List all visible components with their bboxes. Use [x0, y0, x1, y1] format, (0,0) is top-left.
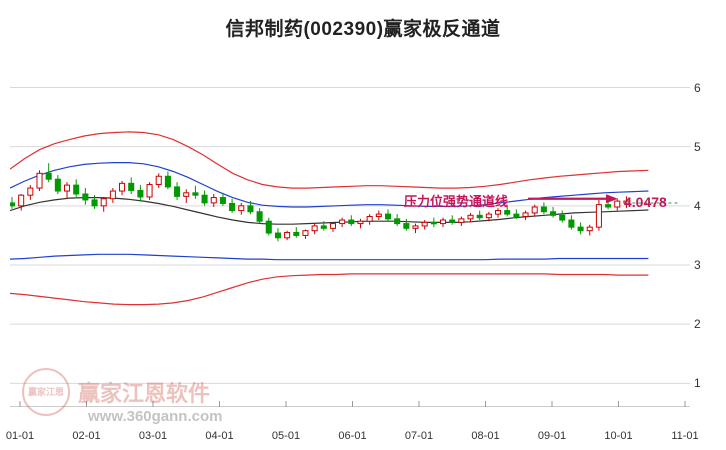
candlestick [10, 196, 16, 209]
candlestick [109, 188, 116, 203]
candlestick [348, 215, 355, 226]
candlestick [476, 210, 483, 221]
candlestick [357, 218, 364, 229]
candlestick [329, 222, 336, 232]
candlestick [45, 163, 52, 183]
x-tick-label: 01-01 [5, 430, 35, 442]
candlestick [82, 188, 89, 205]
annotation-arrow [528, 194, 618, 204]
candlestick [229, 198, 236, 213]
candlestick [540, 202, 547, 215]
candlestick [146, 182, 153, 200]
y-tick-label: 1 [694, 376, 701, 391]
candlestick [403, 218, 410, 231]
x-tick-label: 08-01 [471, 430, 500, 442]
y-tick-label: 6 [694, 80, 701, 95]
candlestick [485, 211, 492, 222]
candlestick [366, 214, 373, 225]
band-line [10, 131, 649, 189]
candlestick [375, 210, 382, 221]
candlestick [192, 185, 199, 199]
candlestick [174, 182, 181, 200]
x-tick-label: 03-01 [138, 430, 168, 442]
candlestick [412, 223, 419, 234]
candlestick [421, 220, 428, 230]
candlestick [394, 214, 401, 226]
candlestick [550, 207, 557, 218]
band-line [10, 253, 649, 261]
y-tick-label: 2 [694, 317, 701, 332]
candlestick [155, 173, 162, 189]
candlestick [467, 212, 474, 223]
candlestick [201, 190, 208, 206]
candlestick [64, 182, 71, 199]
candlestick [91, 195, 98, 209]
candlestick [183, 189, 190, 203]
candlestick [577, 222, 584, 235]
candlestick [339, 217, 346, 228]
candlestick [247, 201, 254, 215]
x-tick-label: 10-01 [604, 430, 633, 442]
candlestick [495, 208, 502, 218]
candlestick [274, 228, 281, 242]
candlestick [100, 196, 107, 212]
candlestick [128, 177, 135, 194]
x-tick-label: 02-01 [72, 430, 101, 442]
plot-area [10, 52, 690, 407]
candlestick [27, 185, 34, 200]
candlestick [504, 205, 511, 217]
x-tick-label: 07-01 [404, 430, 434, 442]
candlestick [265, 217, 272, 236]
y-tick-label: 3 [694, 258, 701, 272]
candlestick [614, 198, 621, 211]
x-tick-label: 11-01 [671, 430, 699, 442]
x-tick-label: 05-01 [271, 430, 301, 442]
candlestick [219, 192, 226, 206]
candlestick [238, 202, 245, 215]
annotation-channel-label: 压力位强势通道线 [404, 193, 509, 209]
band-line [10, 197, 649, 225]
candlestick [531, 204, 538, 217]
y-tick-label: 4 [694, 198, 701, 213]
candlestick [586, 224, 593, 236]
candlestick [513, 209, 520, 219]
candlestick [384, 209, 392, 222]
candlestick [568, 215, 575, 230]
candlestick [302, 229, 309, 239]
candlestick [595, 199, 602, 231]
band-line [10, 273, 649, 306]
candlestick [119, 180, 126, 196]
candlestick [73, 179, 80, 197]
chart-canvas [10, 87, 690, 407]
candlestick [320, 221, 327, 231]
candlestick [284, 230, 291, 241]
candlestick [559, 210, 566, 223]
candlestick [164, 171, 171, 190]
candlestick [522, 210, 529, 221]
page-title: 信邦制药(002390)赢家极反通道 [225, 19, 501, 40]
candlestick [311, 223, 318, 235]
candlestick [430, 217, 437, 228]
candlestick [54, 175, 61, 194]
candlestick [18, 194, 25, 211]
watermark-url: www.360gann.com [88, 408, 223, 425]
candlestick [210, 194, 217, 208]
candlestick [449, 215, 456, 225]
candlestick [137, 185, 144, 202]
annotation-price-label: 4.0478 [624, 194, 667, 210]
x-tick-label: 09-01 [537, 430, 567, 442]
candlestick [293, 227, 300, 238]
x-tick-label: 04-01 [205, 430, 234, 442]
x-tick-label: 06-01 [338, 430, 367, 442]
candlestick [256, 208, 263, 224]
candlestick [439, 217, 447, 228]
candlestick [458, 216, 465, 226]
y-tick-label: 5 [694, 139, 701, 154]
candlestick [36, 170, 43, 192]
